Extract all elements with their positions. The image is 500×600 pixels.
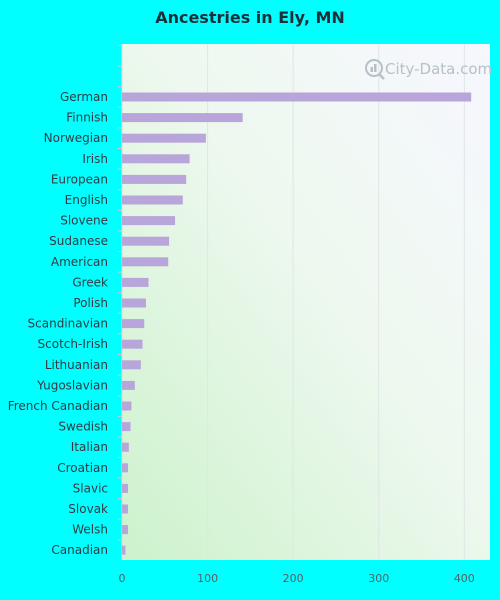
bar-slavic (122, 483, 128, 493)
category-labels: German Finnish Norwegian Irish European Engli… (8, 90, 108, 557)
category-label: Lithuanian (45, 358, 108, 372)
category-label: Slavic (73, 481, 108, 495)
category-label: Yugoslavian (36, 378, 108, 392)
plot-area (122, 44, 490, 560)
x-tick-label: 100 (197, 572, 218, 585)
category-label: Greek (72, 275, 108, 289)
y-axis-ticks (118, 44, 123, 560)
bar-slovak (122, 504, 128, 514)
x-tick-label: 0 (119, 572, 126, 585)
bar-croatian (122, 463, 128, 473)
bar-lithuanian (122, 360, 141, 370)
bar-canadian (122, 545, 126, 555)
category-label: Scandinavian (28, 317, 108, 331)
bar-english (122, 195, 183, 205)
bar-greek (122, 277, 149, 287)
category-label: French Canadian (8, 399, 108, 413)
bar-slovene (122, 216, 176, 226)
bar-sudanese (122, 236, 170, 246)
category-label: Welsh (72, 523, 108, 537)
grid-lines (207, 44, 465, 560)
bar-welsh (122, 525, 128, 535)
bar-italian (122, 442, 129, 452)
chart-title: Ancestries in Ely, MN (155, 8, 345, 27)
category-label: English (65, 193, 108, 207)
category-label: Slovak (68, 502, 108, 516)
bar-finnish (122, 113, 243, 123)
bar-american (122, 257, 169, 267)
category-label: Croatian (57, 461, 108, 475)
x-tick-label: 400 (454, 572, 475, 585)
category-label: Swedish (58, 420, 108, 434)
category-label: Finnish (66, 111, 108, 125)
x-tick-label: 300 (368, 572, 389, 585)
bar-scotch-irish (122, 339, 143, 349)
bar-swedish (122, 422, 131, 432)
bar-irish (122, 154, 190, 164)
category-label: Scotch-Irish (38, 337, 108, 351)
bar-german (122, 92, 472, 102)
city-data-logo-icon (365, 59, 385, 80)
bar-yugoslavian (122, 380, 135, 390)
bar-european (122, 174, 187, 184)
watermark-text: City-Data.com (385, 60, 492, 78)
x-tick-label: 200 (283, 572, 304, 585)
category-label: American (51, 255, 108, 269)
category-label: Sudanese (49, 234, 108, 248)
category-label: Slovene (60, 214, 108, 228)
category-label: Norwegian (44, 131, 108, 145)
category-label: German (60, 90, 108, 104)
bars (122, 92, 472, 555)
category-label: Polish (73, 296, 108, 310)
bar-scandinavian (122, 319, 145, 329)
category-label: Italian (71, 440, 108, 454)
watermark: City-Data.com (365, 59, 492, 80)
category-label: Irish (82, 152, 108, 166)
bar-norwegian (122, 133, 206, 143)
bar-french-canadian (122, 401, 132, 411)
category-label: European (51, 172, 108, 186)
x-tick-labels: 0 100 200 300 400 (119, 572, 475, 585)
bar-polish (122, 298, 146, 308)
category-label: Canadian (51, 543, 108, 557)
